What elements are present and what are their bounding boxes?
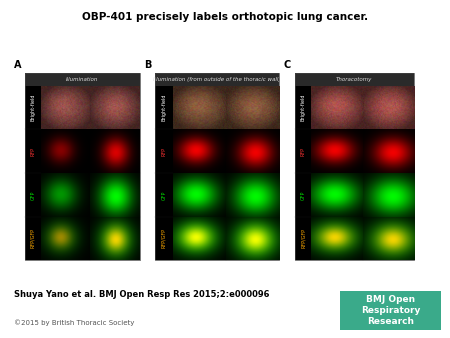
Bar [295,217,311,260]
Text: Shuya Yano et al. BMJ Open Resp Res 2015;2:e000096: Shuya Yano et al. BMJ Open Resp Res 2015… [14,290,269,299]
Text: A: A [14,60,21,70]
Bar [25,129,41,173]
Bar [155,73,279,260]
Text: RFP: RFP [30,147,35,156]
Bar [295,86,311,129]
Text: Bright-field: Bright-field [162,94,166,121]
Text: Illumination (from outside of the thoracic wall): Illumination (from outside of the thorac… [153,77,281,82]
Text: C: C [284,60,291,70]
Text: Illumination: Illumination [66,77,98,82]
Bar [155,86,172,129]
Text: Thoracotomy: Thoracotomy [336,77,373,82]
Text: RFP/GFP: RFP/GFP [301,228,306,248]
Text: BMJ Open
Respiratory
Research: BMJ Open Respiratory Research [361,294,420,326]
Text: RFP: RFP [162,147,166,156]
Bar [25,217,41,260]
Text: Bright-field: Bright-field [301,94,306,121]
Bar [25,173,41,217]
Bar [295,173,311,217]
Bar [340,291,441,330]
Bar [155,173,172,217]
Bar [25,73,140,260]
Bar [25,86,41,129]
Bar [155,217,172,260]
Text: GFP: GFP [30,190,35,199]
Text: GFP: GFP [301,190,306,199]
Text: RFP/GFP: RFP/GFP [162,228,166,248]
Bar [295,129,311,173]
Bar [155,129,172,173]
Text: B: B [144,60,152,70]
Text: RFP: RFP [301,147,306,156]
Text: OBP-401 precisely labels orthotopic lung cancer.: OBP-401 precisely labels orthotopic lung… [82,12,368,22]
Bar [295,73,414,260]
Bar [295,73,414,86]
Text: ©2015 by British Thoracic Society: ©2015 by British Thoracic Society [14,319,134,326]
Text: RFP/GFP: RFP/GFP [30,228,35,248]
Text: GFP: GFP [162,190,166,199]
Bar [155,73,279,86]
Bar [25,73,140,86]
Text: Bright-field: Bright-field [30,94,35,121]
